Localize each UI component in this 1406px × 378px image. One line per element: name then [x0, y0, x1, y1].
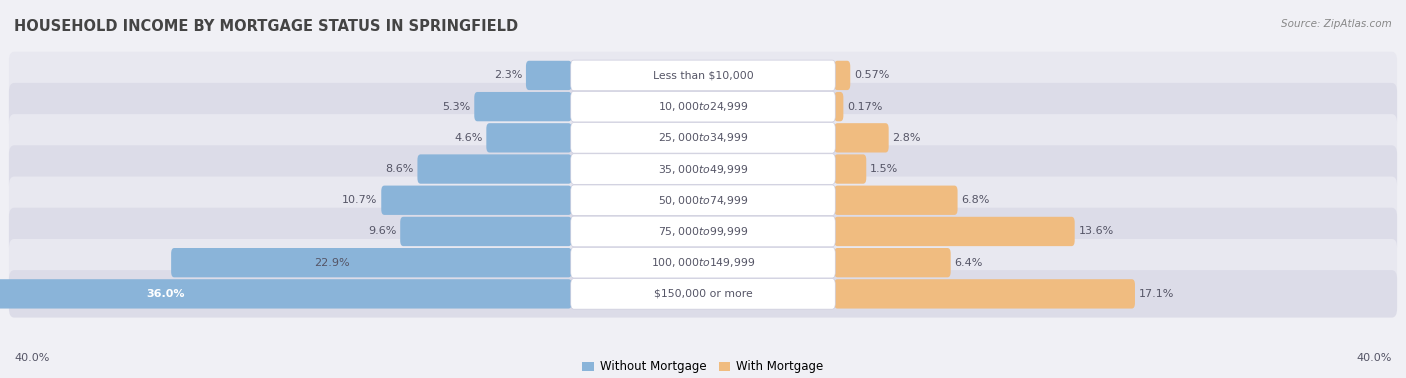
FancyBboxPatch shape — [571, 122, 835, 153]
Text: $35,000 to $49,999: $35,000 to $49,999 — [658, 163, 748, 175]
FancyBboxPatch shape — [834, 279, 1135, 308]
Text: 6.4%: 6.4% — [955, 258, 983, 268]
Text: 8.6%: 8.6% — [385, 164, 413, 174]
FancyBboxPatch shape — [474, 92, 572, 121]
FancyBboxPatch shape — [381, 186, 572, 215]
FancyBboxPatch shape — [571, 91, 835, 122]
Text: 9.6%: 9.6% — [368, 226, 396, 237]
FancyBboxPatch shape — [8, 270, 1398, 318]
Text: HOUSEHOLD INCOME BY MORTGAGE STATUS IN SPRINGFIELD: HOUSEHOLD INCOME BY MORTGAGE STATUS IN S… — [14, 19, 519, 34]
FancyBboxPatch shape — [834, 217, 1074, 246]
FancyBboxPatch shape — [571, 185, 835, 215]
Text: $10,000 to $24,999: $10,000 to $24,999 — [658, 100, 748, 113]
FancyBboxPatch shape — [834, 61, 851, 90]
Text: 40.0%: 40.0% — [14, 353, 49, 363]
Text: Less than $10,000: Less than $10,000 — [652, 70, 754, 81]
Text: 40.0%: 40.0% — [1357, 353, 1392, 363]
Text: $25,000 to $34,999: $25,000 to $34,999 — [658, 131, 748, 144]
Text: 10.7%: 10.7% — [342, 195, 377, 205]
FancyBboxPatch shape — [8, 52, 1398, 99]
FancyBboxPatch shape — [526, 61, 572, 90]
FancyBboxPatch shape — [834, 248, 950, 277]
Text: 0.57%: 0.57% — [853, 70, 890, 81]
FancyBboxPatch shape — [571, 247, 835, 278]
FancyBboxPatch shape — [834, 123, 889, 152]
FancyBboxPatch shape — [834, 154, 866, 184]
FancyBboxPatch shape — [8, 145, 1398, 193]
Text: Source: ZipAtlas.com: Source: ZipAtlas.com — [1281, 19, 1392, 29]
FancyBboxPatch shape — [401, 217, 572, 246]
Text: $75,000 to $99,999: $75,000 to $99,999 — [658, 225, 748, 238]
FancyBboxPatch shape — [571, 216, 835, 247]
FancyBboxPatch shape — [0, 279, 572, 308]
Text: $100,000 to $149,999: $100,000 to $149,999 — [651, 256, 755, 269]
Text: 2.3%: 2.3% — [494, 70, 522, 81]
FancyBboxPatch shape — [834, 186, 957, 215]
FancyBboxPatch shape — [8, 83, 1398, 130]
Legend: Without Mortgage, With Mortgage: Without Mortgage, With Mortgage — [578, 356, 828, 378]
Text: 4.6%: 4.6% — [454, 133, 482, 143]
Text: 6.8%: 6.8% — [962, 195, 990, 205]
Text: $50,000 to $74,999: $50,000 to $74,999 — [658, 194, 748, 207]
Text: $150,000 or more: $150,000 or more — [654, 289, 752, 299]
Text: 2.8%: 2.8% — [893, 133, 921, 143]
FancyBboxPatch shape — [8, 208, 1398, 255]
Text: 13.6%: 13.6% — [1078, 226, 1114, 237]
Text: 17.1%: 17.1% — [1139, 289, 1174, 299]
Text: 1.5%: 1.5% — [870, 164, 898, 174]
FancyBboxPatch shape — [8, 177, 1398, 224]
Text: 36.0%: 36.0% — [146, 289, 184, 299]
FancyBboxPatch shape — [418, 154, 572, 184]
FancyBboxPatch shape — [8, 239, 1398, 287]
FancyBboxPatch shape — [8, 114, 1398, 161]
FancyBboxPatch shape — [571, 154, 835, 184]
FancyBboxPatch shape — [172, 248, 572, 277]
Text: 22.9%: 22.9% — [314, 258, 350, 268]
FancyBboxPatch shape — [486, 123, 572, 152]
FancyBboxPatch shape — [571, 279, 835, 309]
FancyBboxPatch shape — [571, 60, 835, 91]
Text: 5.3%: 5.3% — [443, 102, 471, 112]
FancyBboxPatch shape — [834, 92, 844, 121]
Text: 0.17%: 0.17% — [848, 102, 883, 112]
